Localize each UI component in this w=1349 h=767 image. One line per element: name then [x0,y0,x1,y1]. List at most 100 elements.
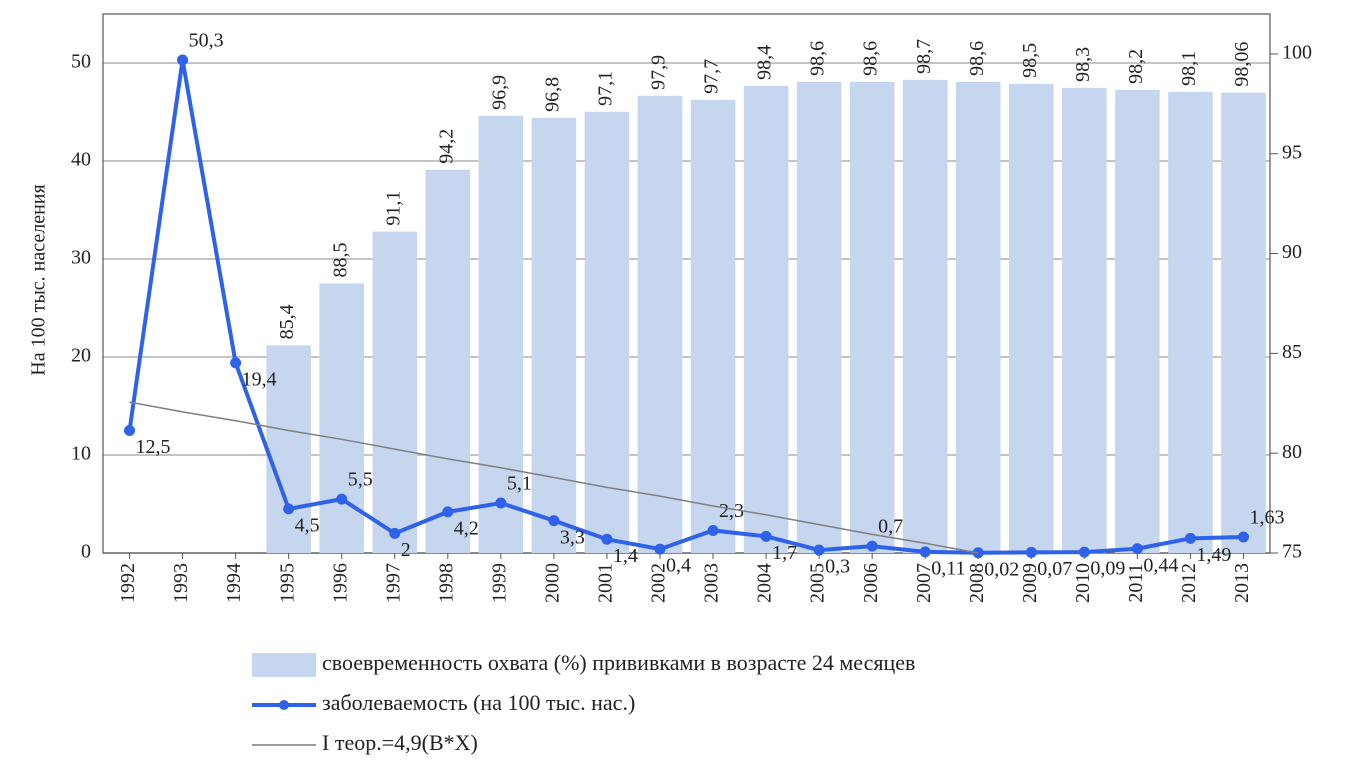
x-tick-label: 2011 [1125,563,1147,602]
bar [478,115,524,554]
line-value-label: 0,02 [984,558,1019,580]
bar [425,169,471,553]
y-tick-label: 50 [71,51,91,73]
bar [955,81,1001,553]
y2-tick-label: 80 [1282,441,1302,463]
line-value-label: 2 [401,539,411,561]
bar-value-label: 98,7 [913,39,935,74]
bar-value-label: 98,1 [1178,51,1200,86]
bar-value-label: 85,4 [276,304,298,339]
bar [1221,92,1266,553]
x-tick-label: 1995 [276,563,298,603]
x-tick-label: 1998 [435,563,457,603]
bar-value-label: 98,2 [1125,49,1147,84]
bar [1009,83,1054,554]
x-tick-label: 2013 [1231,563,1253,603]
x-tick-label: 2004 [754,563,776,603]
bar [690,99,736,553]
y-tick-label: 20 [71,345,91,367]
line-marker [1025,546,1037,558]
bar-value-label: 97,9 [648,55,670,90]
legend-label: заболеваемость (на 100 тыс. нас.) [322,690,635,715]
line-marker [336,493,348,505]
line-marker [495,497,507,509]
bar [584,111,630,554]
legend-label: I теор.=4,9(B*X) [322,730,478,755]
y-tick-label: 40 [71,149,91,171]
line-marker [866,540,878,552]
bar-value-label: 94,2 [435,129,457,164]
line-value-label: 1,63 [1249,507,1284,529]
line-marker [442,506,454,518]
x-tick-label: 1996 [329,563,351,603]
bar-value-label: 98,3 [1072,47,1094,82]
x-tick-label: 1997 [382,563,404,603]
line-value-label: 19,4 [242,368,277,390]
bar-value-label: 98,6 [966,41,988,76]
bar [266,345,311,553]
x-tick-label: 2002 [648,563,670,603]
x-tick-label: 1992 [117,563,139,603]
line [129,401,979,554]
x-tick-label: 2010 [1072,563,1094,603]
line-value-label: 4,2 [454,517,479,539]
y2-tick-label: 95 [1282,141,1302,163]
bar-value-label: 98,6 [860,41,882,76]
bar-value-label: 98,4 [754,45,776,80]
line-marker [283,503,295,515]
x-tick-label: 2001 [595,563,617,603]
y2-tick-label: 100 [1282,42,1312,64]
line-value-label: 5,5 [348,469,373,491]
y-tick-label: 30 [71,247,91,269]
line-value-label: 3,3 [560,526,585,548]
y-axis-label: На 100 тыс. населения [28,184,50,375]
x-tick-label: 1994 [223,563,245,603]
x-tick-label: 2005 [807,563,829,603]
x-tick-label: 2009 [1019,563,1041,603]
line-marker [919,546,931,558]
bar-value-label: 91,1 [382,191,404,226]
line-marker [601,533,613,545]
line-marker [1184,532,1196,544]
y-tick-label: 10 [71,443,91,465]
x-tick-label: 2000 [541,563,563,603]
bar-value-label: 98,5 [1019,43,1041,78]
line-value-label: 0,44 [1143,554,1178,576]
bar-value-label: 97,1 [595,71,617,106]
bar [1062,87,1107,553]
x-tick-label: 1999 [488,563,510,603]
line-marker [230,357,242,369]
x-tick-label: 2006 [860,563,882,603]
bar-value-label: 96,8 [541,77,563,112]
x-tick-label: 1993 [170,563,192,603]
line-marker [760,530,772,542]
line-value-label: 2,3 [719,500,744,522]
line-value-label: 0,11 [931,558,965,580]
line-value-label: 4,5 [295,514,320,536]
y2-tick-label: 75 [1282,541,1302,563]
line [127,59,1244,555]
bar [849,81,895,553]
bar [531,117,577,554]
y2-tick-label: 85 [1282,341,1302,363]
bar-value-label: 98,06 [1231,42,1253,87]
x-tick-label: 2007 [913,563,935,603]
legend-swatch [252,653,316,677]
bar [796,81,842,553]
line-value-label: 0,4 [666,555,691,577]
bar [902,79,948,553]
x-tick-label: 2008 [966,563,988,603]
line-marker [1078,546,1090,558]
line-value-label: 50,3 [189,30,224,52]
line-marker [177,54,189,66]
bar-value-label: 88,5 [329,243,351,278]
line-marker [707,524,719,536]
bar-value-label: 96,9 [488,75,510,110]
bar [319,283,364,553]
line-marker [654,543,666,555]
legend-marker [279,700,289,710]
line-marker [813,544,825,556]
bar-value-label: 97,7 [701,59,723,94]
line-marker [389,527,401,539]
